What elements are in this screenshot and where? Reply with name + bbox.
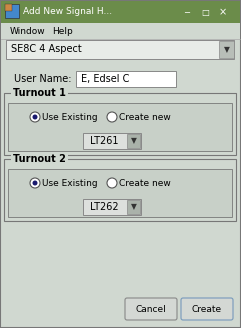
FancyBboxPatch shape (83, 199, 141, 215)
FancyBboxPatch shape (181, 298, 233, 320)
FancyBboxPatch shape (76, 71, 176, 87)
Text: Help: Help (52, 27, 73, 35)
Circle shape (107, 178, 117, 188)
Text: LT261: LT261 (90, 136, 119, 146)
Text: Turnout 2: Turnout 2 (13, 154, 66, 164)
Text: Create: Create (192, 304, 222, 314)
Text: Add New Signal H...: Add New Signal H... (23, 8, 112, 16)
FancyBboxPatch shape (125, 298, 177, 320)
FancyBboxPatch shape (6, 40, 234, 59)
Circle shape (30, 112, 40, 122)
FancyBboxPatch shape (5, 4, 12, 11)
Circle shape (30, 178, 40, 188)
Text: ▼: ▼ (131, 202, 136, 212)
Text: ×: × (219, 7, 227, 17)
Text: Turnout 1: Turnout 1 (13, 88, 66, 98)
Text: Create new: Create new (119, 113, 171, 121)
Text: SE8C 4 Aspect: SE8C 4 Aspect (11, 45, 82, 54)
Text: User Name:: User Name: (14, 74, 72, 84)
FancyBboxPatch shape (127, 200, 140, 214)
FancyBboxPatch shape (4, 159, 236, 221)
Text: Cancel: Cancel (136, 304, 166, 314)
Text: Window: Window (10, 27, 46, 35)
Text: E, Edsel C: E, Edsel C (81, 74, 129, 84)
Circle shape (33, 114, 38, 119)
Text: Create new: Create new (119, 178, 171, 188)
FancyBboxPatch shape (8, 169, 232, 217)
FancyBboxPatch shape (127, 134, 140, 148)
Text: ─: ─ (185, 8, 189, 16)
Circle shape (107, 112, 117, 122)
FancyBboxPatch shape (219, 41, 234, 58)
Text: LT262: LT262 (90, 202, 119, 212)
Text: Use Existing: Use Existing (42, 178, 98, 188)
Text: □: □ (201, 8, 209, 16)
FancyBboxPatch shape (4, 93, 236, 155)
FancyBboxPatch shape (1, 1, 240, 23)
Circle shape (33, 180, 38, 186)
Text: Use Existing: Use Existing (42, 113, 98, 121)
FancyBboxPatch shape (83, 133, 141, 149)
Text: ▼: ▼ (131, 136, 136, 146)
FancyBboxPatch shape (8, 103, 232, 151)
FancyBboxPatch shape (1, 23, 240, 39)
FancyBboxPatch shape (5, 4, 19, 18)
Text: ▼: ▼ (224, 45, 229, 54)
